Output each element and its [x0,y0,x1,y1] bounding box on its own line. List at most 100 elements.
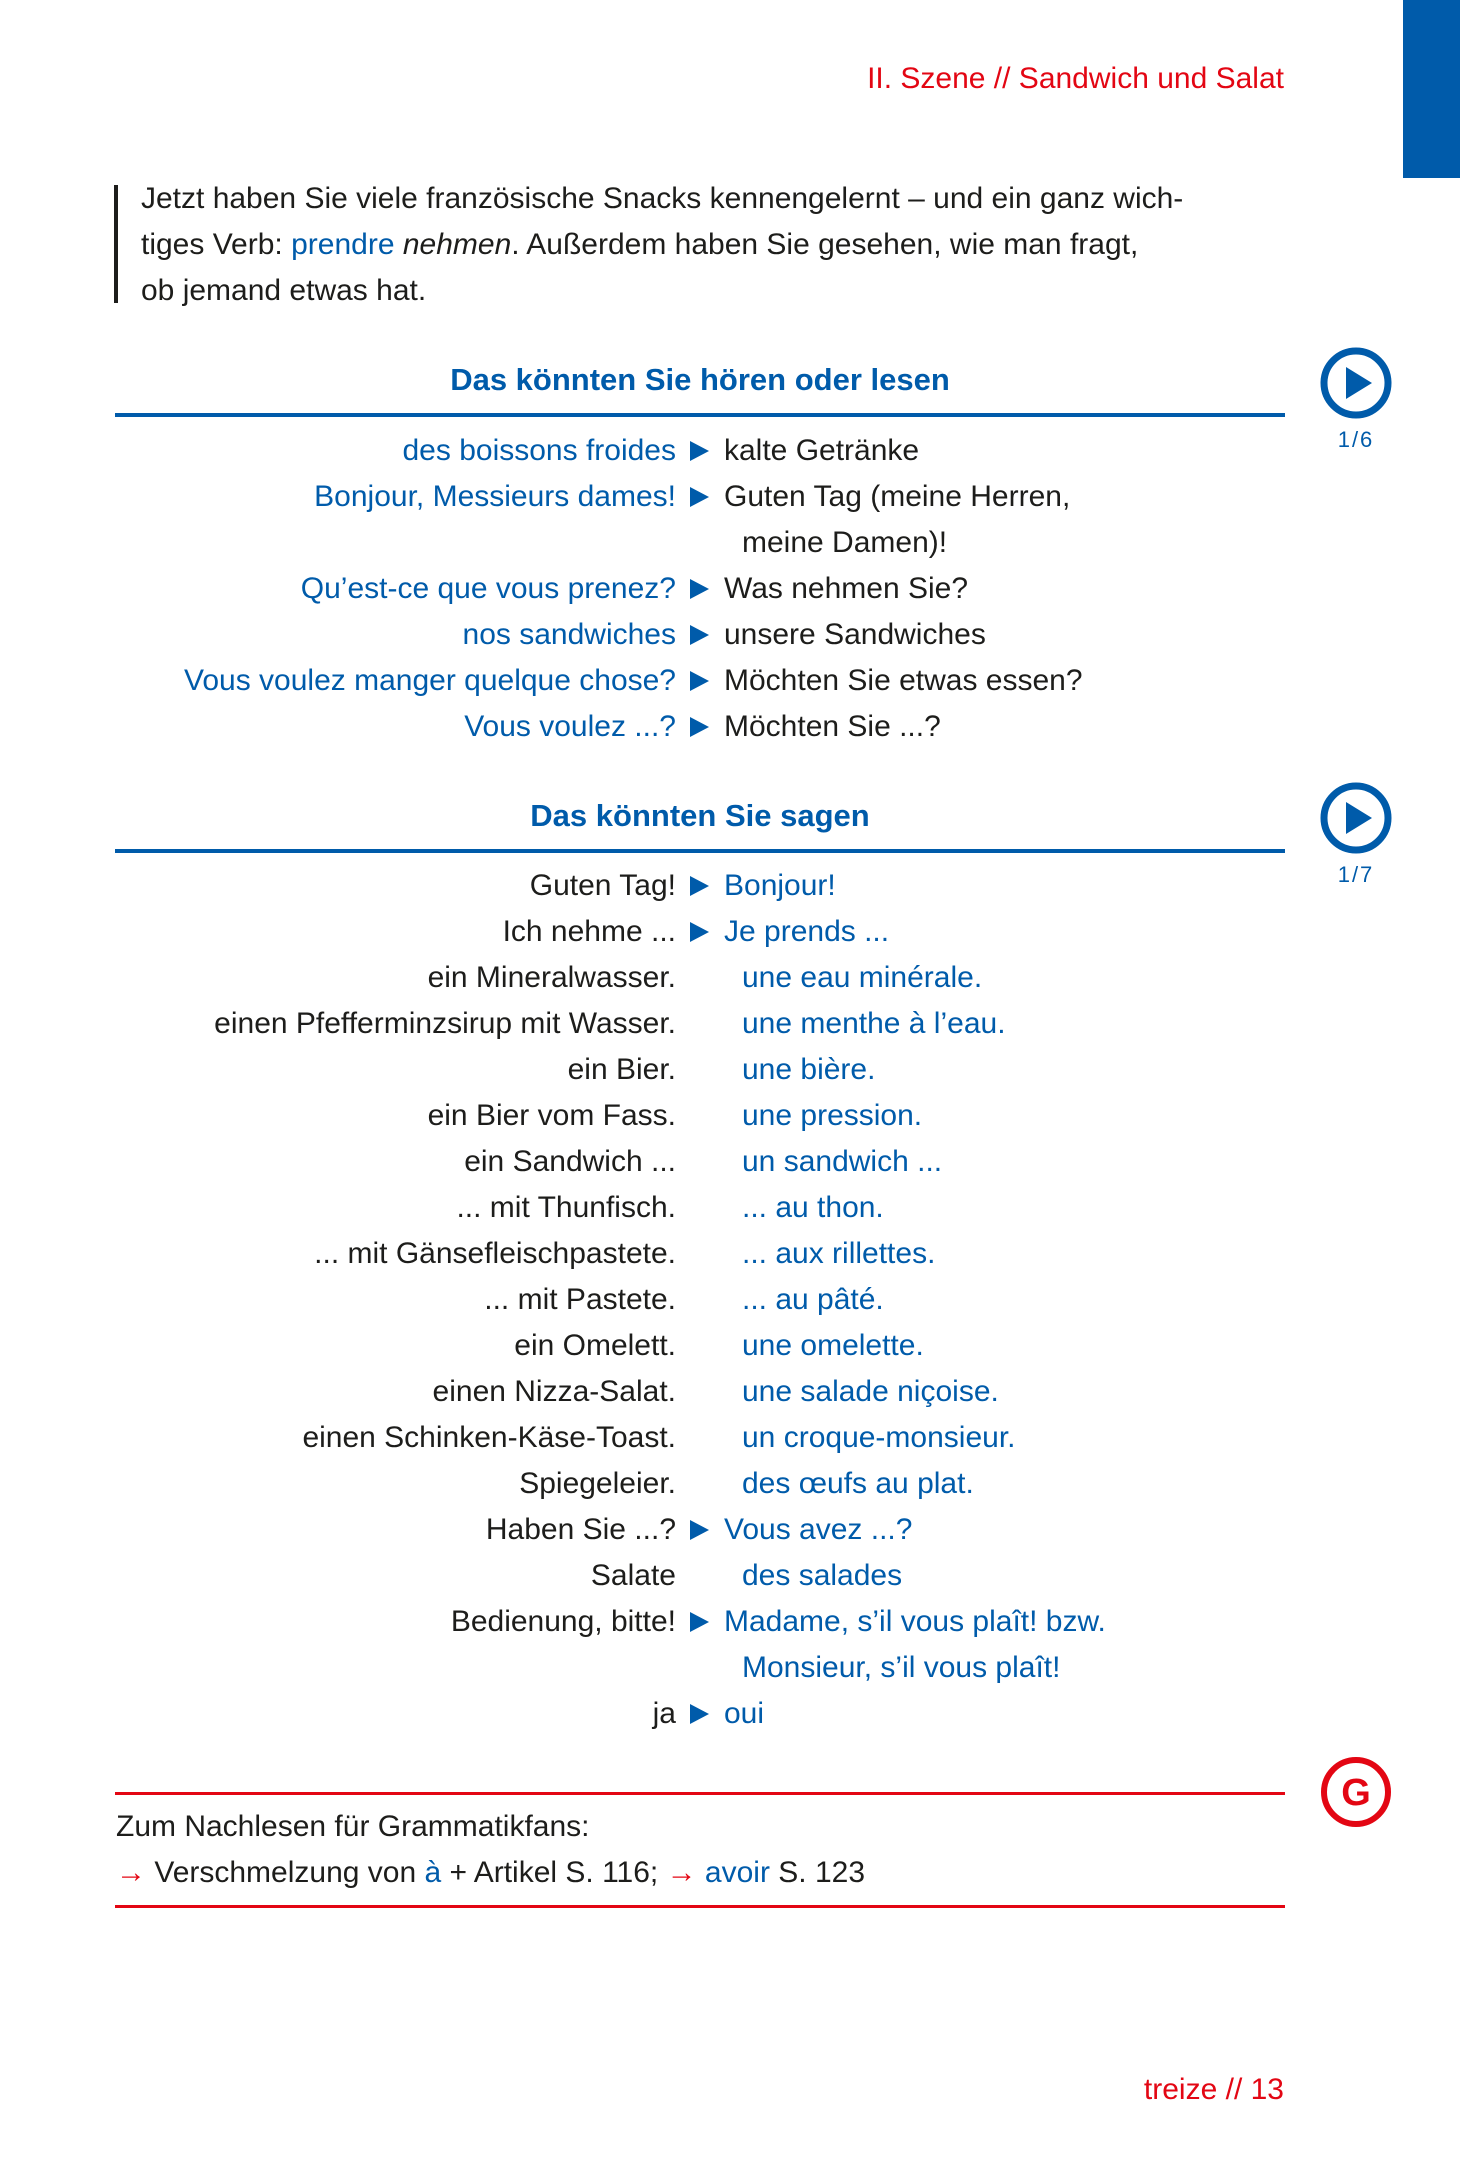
french-translation: ... au thon. [742,1191,884,1224]
french-translation: Je prends ... [724,915,890,948]
ref-page[interactable]: S. 123 [769,1856,866,1889]
intro-line-3: ob jemand etwas hat. [141,274,427,307]
german-phrase: Guten Tag! [529,869,676,902]
german-translation: Guten Tag (meine Herren, [724,480,1071,513]
german-phrase: ... mit Thunfisch. [456,1191,676,1224]
german-translation: kalte Getränke [724,434,920,467]
phrase-row: Vous voulez ...? Möchten Sie ...? [0,704,1300,750]
french-translation: Madame, s’il vous plaît! bzw. [724,1605,1106,1638]
ref-word: à [424,1856,442,1889]
french-translation: ... aux rillettes. [742,1237,936,1270]
french-translation: Vous avez ...? [724,1513,913,1546]
french-phrase: Qu’est-ce que vous prenez? [300,572,676,605]
german-translation: Was nehmen Sie? [724,572,969,605]
phrase-row: Guten Tag! Bonjour! [0,863,1300,909]
triangle-arrow-icon [690,1612,709,1632]
section-rule [115,413,1285,417]
phrase-row: ... mit Thunfisch. ... au thon. [0,1185,1300,1231]
phrase-row: ein Bier. une bière. [0,1047,1300,1093]
french-phrase: des boissons froides [402,434,677,467]
grammar-references: → Verschmelzung von à + Artikel S. 116; … [116,1850,865,1896]
french-translation: une menthe à l’eau. [742,1007,1006,1040]
page-word: treize [1143,2073,1218,2106]
french-translation: une eau minérale. [742,961,983,994]
intro-line-1: Jetzt haben Sie viele französische Snack… [141,182,1184,215]
phrase-row: ein Omelett. une omelette. [0,1323,1300,1369]
phrase-row: nos sandwiches unsere Sandwiches [0,612,1300,658]
page-number: 13 [1250,2073,1284,2106]
phrase-row: ein Bier vom Fass. une pression. [0,1093,1300,1139]
french-translation: des salades [742,1559,903,1592]
grammar-rule-bottom [115,1905,1285,1908]
phrase-row: ein Sandwich ... un sandwich ... [0,1139,1300,1185]
german-phrase: Haben Sie ...? [485,1513,676,1546]
german-phrase: Ich nehme ... [502,915,676,948]
triangle-arrow-icon [690,671,709,691]
quote-bar [114,185,118,303]
section-title-hear: Das könnten Sie hören oder lesen [450,362,950,397]
play-circle-icon[interactable] [1320,782,1392,854]
play-circle-icon[interactable] [1320,347,1392,419]
german-phrase: Salate [590,1559,676,1592]
triangle-arrow-icon [690,1520,709,1540]
french-translation: un croque-monsieur. [742,1421,1016,1454]
french-translation: Bonjour! [724,869,836,902]
french-translation: un sandwich ... [742,1145,943,1178]
phrase-row: Bedienung, bitte! Madame, s’il vous plaît… [0,1599,1300,1645]
german-phrase: ja [652,1697,676,1730]
german-phrase: einen Nizza-Salat. [432,1375,676,1408]
audio-track-label: 1/7 [1337,862,1375,887]
german-translation: unsere Sandwiches [724,618,986,651]
german-phrase: einen Pfefferminzsirup mit Wasser. [214,1007,676,1040]
french-phrase: Vous voulez manger quelque chose? [183,664,676,697]
chapter-tab [1403,0,1460,178]
french-translation: une bière. [742,1053,876,1086]
triangle-arrow-icon [690,625,709,645]
phrase-row: Monsieur, s’il vous plaît! [0,1645,1300,1691]
triangle-arrow-icon [690,876,709,896]
french-translation: ... au pâté. [742,1283,884,1316]
grammar-rule-top [115,1792,1285,1795]
ref-word: avoir [704,1856,770,1889]
german-word: nehmen [402,228,512,261]
phrase-row: Bonjour, Messieurs dames! Guten Tag (mein… [0,474,1300,520]
french-translation: une pression. [742,1099,923,1132]
german-phrase: Spiegeleier. [519,1467,676,1500]
phrase-row: des boissons froides kalte Getränke [0,428,1300,474]
phrase-row: Salate des salades [0,1553,1300,1599]
audio-track-label: 1/6 [1337,427,1375,452]
grammar-intro: Zum Nachlesen für Grammatikfans: [116,1810,590,1843]
german-phrase: ein Bier. [567,1053,676,1086]
triangle-arrow-icon [690,441,709,461]
french-translation: oui [724,1697,765,1730]
french-phrase: Vous voulez ...? [464,710,676,743]
arrow-right-icon: → [666,1856,697,1889]
phrase-row: Ich nehme ... Je prends ... [0,909,1300,955]
grammar-g-icon: G [1321,1757,1391,1827]
triangle-arrow-icon [690,487,709,507]
french-phrase: Bonjour, Messieurs dames! [314,480,676,513]
german-translation: Möchten Sie etwas essen? [724,664,1083,697]
phrase-row: einen Pfefferminzsirup mit Wasser. une me… [0,1001,1300,1047]
svg-text:G: G [1341,1772,1371,1814]
french-translation: des œufs au plat. [742,1467,974,1500]
phrase-row: ein Mineralwasser. une eau minérale. [0,955,1300,1001]
ref-text: Verschmelzung von [146,1856,425,1889]
german-translation: meine Damen)! [742,526,948,559]
phrase-row: ... mit Gänsefleischpastete. ... aux rill… [0,1231,1300,1277]
german-phrase: ... mit Gänsefleischpastete. [314,1237,676,1270]
section-title-say: Das könnten Sie sagen [530,798,870,833]
french-word: prendre [291,228,395,261]
phrase-row: Qu’est-ce que vous prenez? Was nehmen Sie… [0,566,1300,612]
french-translation: Monsieur, s’il vous plaît! [742,1651,1061,1684]
ref-page[interactable]: + Artikel S. 116; [441,1856,667,1889]
separator: // [1217,2073,1251,2106]
arrow-right-icon: → [116,1856,146,1889]
german-translation: Möchten Sie ...? [724,710,941,743]
german-phrase: ein Sandwich ... [464,1145,676,1178]
french-translation: une salade niçoise. [742,1375,999,1408]
german-phrase: ... mit Pastete. [484,1283,676,1316]
intro-text: Jetzt haben Sie viele französische Snack… [141,176,1291,314]
section-rule [115,849,1285,853]
french-translation: une omelette. [742,1329,924,1362]
